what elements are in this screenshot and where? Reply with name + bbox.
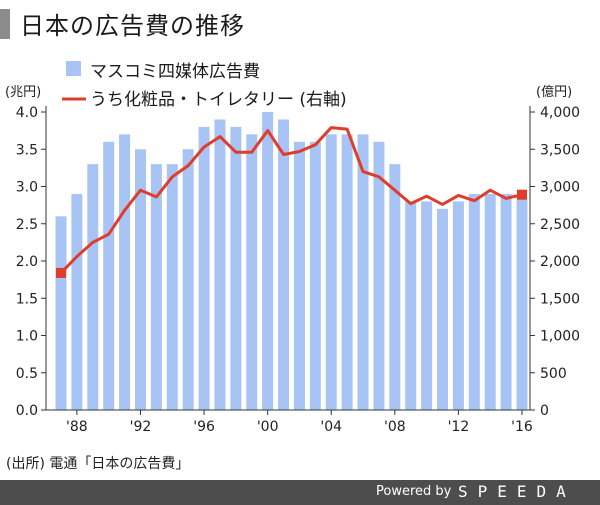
bar: [293, 141, 305, 411]
x-tick-label: '00: [257, 419, 279, 435]
bar: [421, 201, 433, 410]
x-tick-label: '88: [66, 419, 88, 435]
x-tick-label: '96: [193, 419, 215, 435]
bar: [182, 149, 194, 410]
y-right-tick-label: 0: [540, 403, 549, 419]
bar: [262, 112, 274, 410]
x-tick-label: '08: [384, 419, 406, 435]
y-right-unit: (億円): [536, 84, 572, 100]
footer-bar: Powered by SPEEDA: [0, 480, 600, 505]
y-left-tick-label: 4.0: [16, 105, 38, 121]
bar: [103, 141, 115, 411]
y-right-tick-label: 4,000: [540, 105, 580, 121]
y-left-tick-label: 1.5: [16, 291, 38, 307]
y-right-tick-label: 3,500: [540, 142, 580, 158]
x-tick-label: '92: [130, 419, 152, 435]
y-right-tick-label: 500: [540, 366, 567, 382]
bar: [134, 149, 146, 410]
y-left-tick-label: 2.0: [16, 254, 38, 270]
series-line: [59, 126, 523, 274]
legend-bar-label: マスコミ四媒体広告費: [90, 62, 260, 82]
bar: [230, 126, 242, 411]
bar: [214, 119, 226, 410]
bar: [309, 141, 321, 411]
bar: [516, 197, 528, 410]
bar: [119, 134, 131, 410]
powered-by-label: Powered by: [376, 484, 452, 499]
y-right-tick-label: 2,500: [540, 217, 580, 233]
bar: [246, 134, 258, 410]
y-left-tick-label: 0.0: [16, 403, 38, 419]
line-point-marker: [56, 267, 66, 278]
y-left-tick-label: 3.0: [16, 180, 38, 196]
bar: [150, 164, 162, 410]
title-accent-bar: [0, 9, 10, 39]
bar: [87, 164, 99, 410]
bar: [198, 126, 210, 411]
y-right-tick-label: 1,000: [540, 329, 580, 345]
bar: [373, 141, 385, 411]
chart: 0.0 0.5 1.0 1.5 2.0 2.5 3.0 3.5 4.0 (兆円) 0 500 1,000…: [5, 61, 580, 435]
y-left-tick-label: 3.5: [16, 142, 38, 158]
bar: [325, 134, 337, 410]
bar: [468, 193, 480, 410]
y-left-tick-label: 0.5: [16, 366, 38, 382]
source-note: (出所) 電通「日本の広告費」: [6, 456, 190, 472]
y-left-tick-label: 2.5: [16, 217, 38, 233]
bar: [166, 164, 178, 410]
bar: [484, 193, 496, 410]
bar: [278, 119, 290, 410]
x-tick-label: '04: [320, 419, 342, 435]
bar: [341, 134, 353, 410]
bar: [389, 164, 401, 410]
bar: [500, 193, 512, 410]
x-tick-label: '16: [511, 419, 533, 435]
brand-logo: SPEEDA: [458, 482, 576, 501]
bar: [452, 201, 464, 410]
bar: [437, 208, 449, 410]
y-left-unit: (兆円): [5, 85, 41, 100]
y-right-tick-label: 2,000: [540, 254, 580, 270]
bar: [357, 134, 369, 410]
bar: [405, 201, 417, 410]
bar: [71, 193, 83, 410]
legend-line-label: うち化粧品・トイレタリー (右軸): [90, 90, 347, 110]
line-point-marker: [517, 189, 527, 200]
legend-bar-swatch: [66, 61, 81, 76]
page-title: 日本の広告費の推移: [20, 12, 245, 40]
bar: [55, 216, 67, 410]
y-right-tick-label: 3,000: [540, 180, 580, 196]
y-left-tick-label: 1.0: [16, 329, 38, 345]
y-right-tick-label: 1,500: [540, 291, 580, 307]
x-tick-label: '12: [448, 419, 470, 435]
